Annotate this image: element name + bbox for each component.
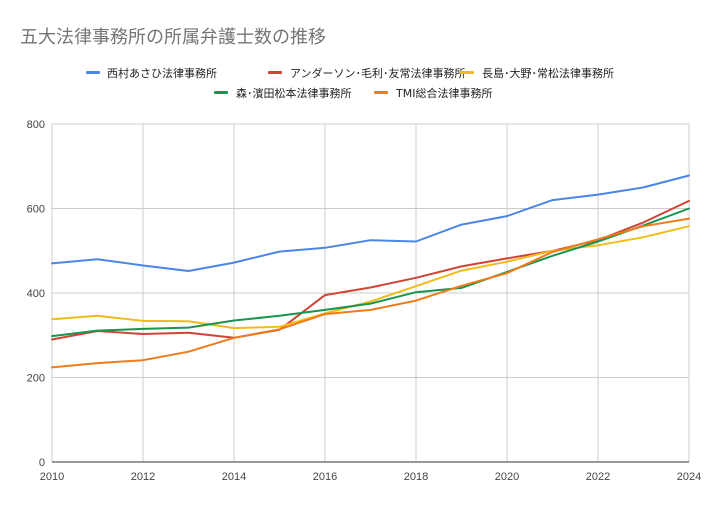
- y-tick-label-600: 600: [27, 204, 45, 216]
- legend-swatch-nishimura: [86, 71, 100, 74]
- legend: 西村あさひ法律事務所 アンダーソン･毛利･友常法律事務所 長島･大野･常松法律事…: [86, 66, 614, 100]
- y-tick-label-200: 200: [27, 373, 45, 385]
- legend-swatch-anderson: [268, 71, 282, 74]
- x-tick-label-2024: 2024: [677, 471, 701, 483]
- legend-item-mori[interactable]: 森･濱田松本法律事務所: [214, 86, 352, 100]
- x-tick-label-2014: 2014: [222, 471, 246, 483]
- x-tick-label-2018: 2018: [404, 471, 428, 483]
- series-line-mori[interactable]: [51, 207, 690, 338]
- legend-swatch-tmi: [374, 91, 388, 94]
- legend-item-tmi[interactable]: TMI総合法律事務所: [374, 86, 492, 100]
- y-tick-label-400: 400: [27, 288, 45, 300]
- x-tick-label-2022: 2022: [586, 471, 610, 483]
- legend-item-anderson[interactable]: アンダーソン･毛利･友常法律事務所: [268, 66, 466, 80]
- grid-lines: [51, 123, 690, 462]
- legend-label-tmi: TMI総合法律事務所: [395, 86, 492, 100]
- x-tick-label-2010: 2010: [40, 471, 64, 483]
- legend-item-nagashima[interactable]: 長島･大野･常松法律事務所: [460, 66, 614, 80]
- x-tick-label-2020: 2020: [495, 471, 519, 483]
- x-tick-label-2016: 2016: [313, 471, 337, 483]
- legend-label-nishimura: 西村あさひ法律事務所: [107, 66, 217, 80]
- series-line-anderson[interactable]: [51, 199, 690, 341]
- legend-item-nishimura[interactable]: 西村あさひ法律事務所: [86, 66, 217, 80]
- y-axis-ticks: 0 200 400 600 800: [27, 119, 45, 469]
- legend-label-anderson: アンダーソン･毛利･友常法律事務所: [290, 66, 466, 80]
- legend-label-mori: 森･濱田松本法律事務所: [236, 86, 352, 100]
- x-axis-ticks: 2010 2012 2014 2016 2018 2020 2022 2024: [40, 471, 701, 483]
- y-tick-label-0: 0: [39, 457, 45, 469]
- legend-label-nagashima: 長島･大野･常松法律事務所: [482, 66, 614, 80]
- series-line-nishimura[interactable]: [51, 174, 690, 272]
- series-line-tmi[interactable]: [51, 217, 690, 369]
- legend-swatch-mori: [214, 91, 228, 94]
- x-tick-label-2012: 2012: [131, 471, 155, 483]
- series-lines: [51, 174, 690, 369]
- legend-swatch-nagashima: [460, 71, 474, 74]
- y-tick-label-800: 800: [27, 119, 45, 131]
- chart-title: 五大法律事務所の所属弁護士数の推移: [20, 27, 326, 48]
